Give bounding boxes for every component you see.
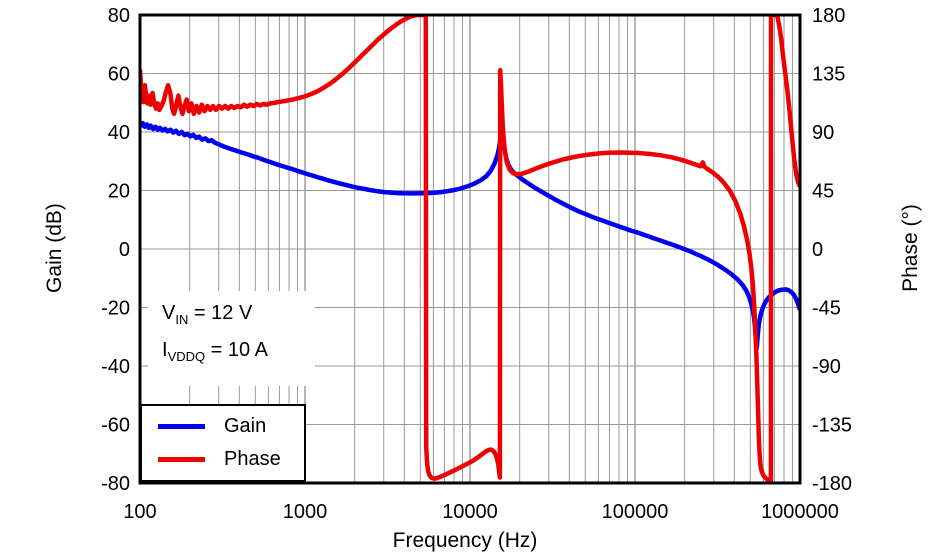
x-tick-label: 1000000 <box>761 501 839 523</box>
y-right-tick-label: -90 <box>812 356 841 378</box>
phase-curve <box>140 15 800 483</box>
annotation-line-ivddq: IVDDQ = 10 A <box>162 339 268 364</box>
y-right-tick-label: -45 <box>812 298 841 320</box>
phase-line-swatch <box>158 456 205 462</box>
y-right-tick-label: 180 <box>812 5 845 27</box>
y-left-tick-label: 60 <box>108 64 130 86</box>
y-left-tick-label: 0 <box>119 239 130 261</box>
y-right-tick-label: 90 <box>812 122 834 144</box>
x-tick-label: 10000 <box>442 501 498 523</box>
y-left-tick-label: -20 <box>101 298 130 320</box>
legend-item-phase: Phase <box>158 448 304 471</box>
y-left-tick-label: -60 <box>101 415 130 437</box>
gain-line-swatch <box>158 424 205 430</box>
y-right-tick-label: 45 <box>812 181 834 203</box>
legend: Gain Phase <box>140 404 306 482</box>
legend-label-phase: Phase <box>224 447 281 470</box>
left-axis-title: Gain (dB) <box>43 203 66 293</box>
x-tick-label: 1000 <box>283 501 328 523</box>
y-left-tick-label: -80 <box>101 473 130 495</box>
right-axis-title: Phase (°) <box>899 204 922 292</box>
y-right-tick-label: 0 <box>812 239 823 261</box>
y-right-tick-label: -135 <box>812 415 852 437</box>
y-left-tick-label: 80 <box>108 5 130 27</box>
y-left-tick-label: 40 <box>108 122 130 144</box>
gain-curve <box>140 120 800 352</box>
x-tick-label: 100000 <box>602 501 669 523</box>
x-tick-label: 100 <box>123 501 156 523</box>
legend-label-gain: Gain <box>224 415 267 438</box>
x-axis-title: Frequency (Hz) <box>392 529 538 552</box>
y-right-tick-label: 135 <box>812 64 845 86</box>
legend-item-gain: Gain <box>158 415 304 438</box>
test-conditions-annotation: VIN = 12 V IVDDQ = 10 A <box>148 291 315 386</box>
y-right-tick-label: -180 <box>812 473 852 495</box>
y-left-tick-label: -40 <box>101 356 130 378</box>
plot-frame <box>138 13 802 485</box>
annotation-line-vin: VIN = 12 V <box>162 302 253 327</box>
y-left-tick-label: 20 <box>108 181 130 203</box>
